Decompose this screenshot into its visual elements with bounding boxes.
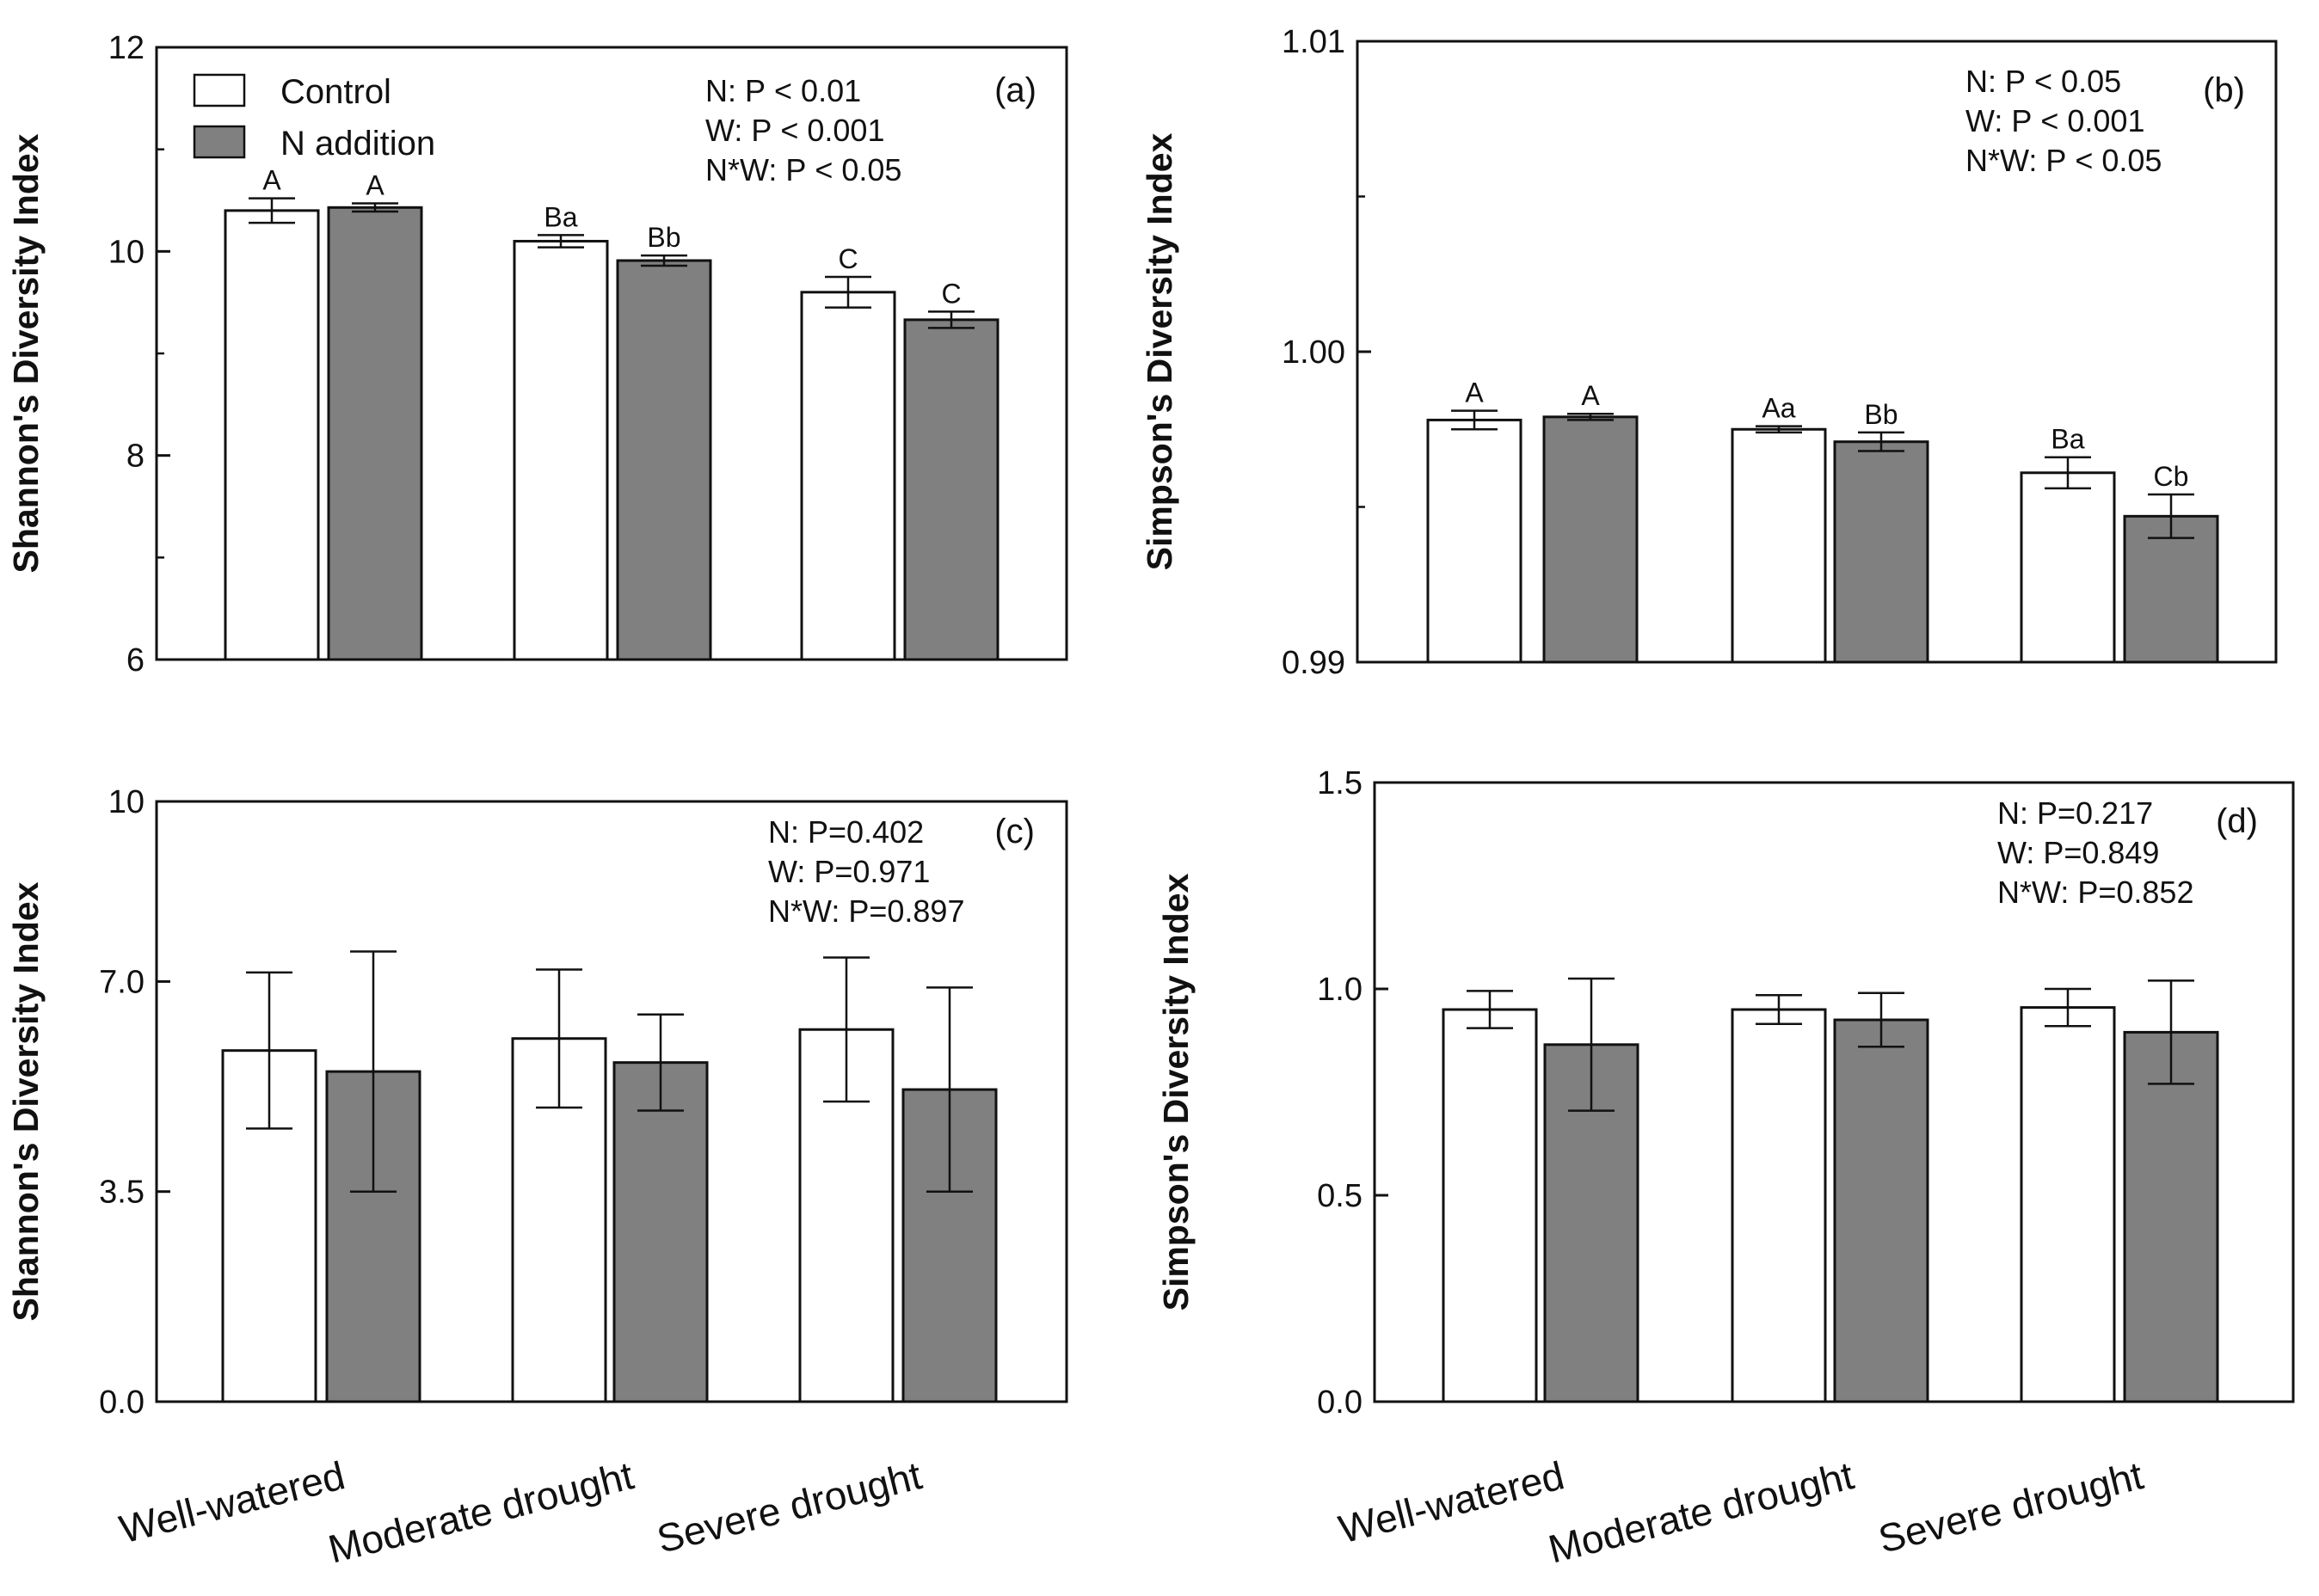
y-axis-title-2: Shannon's Diversity Index	[6, 881, 46, 1321]
bar-n-addition-0	[327, 206, 423, 661]
y-axis-title-0: Shannon's Diversity Index	[6, 133, 46, 573]
stat-line-3-2: N*W: P=0.852	[1997, 875, 2193, 910]
panel-label-2: (c)	[994, 813, 1035, 850]
stat-line-2-1: W: P=0.971	[768, 854, 930, 889]
bar-n-addition-1	[616, 259, 712, 661]
bar-control-2	[800, 291, 896, 661]
stat-line-1-2: N*W: P < 0.05	[1965, 143, 2162, 178]
stat-line-2-0: N: P=0.402	[768, 814, 924, 850]
category-label-2-1: Moderate drought	[323, 1452, 637, 1571]
bar-control-2	[2020, 1006, 2116, 1403]
y-tick-label-0-1: 8	[126, 439, 145, 475]
significance-label-1-2: C	[941, 278, 961, 309]
category-label-3-0: Well-watered	[1334, 1452, 1568, 1551]
bar-control-1	[1731, 427, 1827, 664]
category-label-3-2: Severe drought	[1874, 1452, 2148, 1562]
legend-swatch-1	[193, 125, 246, 159]
stat-line-2-2: N*W: P=0.897	[768, 893, 964, 929]
significance-label-1-0: A	[366, 170, 384, 201]
plot-frame-2	[155, 800, 1068, 1403]
significance-label-0-2: Ba	[2051, 424, 2084, 455]
significance-label-1-0: A	[1581, 380, 1600, 411]
y-tick-label-3-2: 1.0	[1317, 972, 1362, 1008]
y-tick-label-1-0: 0.99	[1282, 645, 1345, 681]
bar-control-1	[513, 239, 609, 661]
bar-n-addition-2	[903, 318, 1000, 661]
significance-label-0-0: A	[1465, 378, 1484, 408]
bar-control-2	[2020, 471, 2116, 664]
bar-control-0	[224, 209, 320, 661]
bar-n-addition-1	[1833, 440, 1929, 664]
panel-label-1: (b)	[2203, 71, 2245, 109]
stat-line-1-0: N: P < 0.05	[1965, 64, 2121, 99]
legend-label-1: N addition	[280, 125, 435, 163]
y-tick-label-2-0: 0.0	[99, 1384, 145, 1421]
category-label-2-0: Well-watered	[115, 1452, 349, 1551]
y-tick-label-0-3: 12	[108, 30, 145, 66]
stat-line-3-1: W: P=0.849	[1997, 835, 2159, 870]
significance-label-0-1: Ba	[544, 201, 577, 232]
panel-label-0: (a)	[994, 71, 1036, 109]
bar-n-addition-1	[612, 1061, 709, 1403]
bar-n-addition-1	[1833, 1018, 1929, 1403]
y-tick-label-3-1: 0.5	[1317, 1178, 1362, 1214]
y-axis-title-3: Simpson's Diversity Index	[1156, 873, 1196, 1311]
y-tick-label-2-2: 7.0	[99, 964, 145, 1000]
bar-n-addition-2	[2123, 1030, 2219, 1403]
stat-line-0-2: N*W: P < 0.05	[705, 152, 901, 187]
y-tick-label-3-3: 1.5	[1317, 765, 1362, 801]
significance-label-0-1: Aa	[1762, 393, 1795, 424]
legend-swatch-0	[193, 73, 246, 107]
y-tick-label-1-2: 1.01	[1282, 24, 1345, 60]
significance-label-0-0: A	[262, 165, 281, 196]
y-tick-label-2-1: 3.5	[99, 1175, 145, 1211]
stat-line-0-1: W: P < 0.001	[705, 113, 884, 148]
category-label-3-1: Moderate drought	[1544, 1452, 1858, 1571]
stat-line-3-0: N: P=0.217	[1997, 795, 2153, 831]
y-axis-title-1: Simpson's Diversity Index	[1140, 132, 1179, 570]
legend-label-0: Control	[280, 73, 391, 111]
y-tick-label-0-0: 6	[126, 642, 145, 678]
bar-control-1	[1731, 1008, 1827, 1403]
bar-control-0	[1426, 418, 1522, 664]
significance-label-1-1: Bb	[1864, 399, 1898, 430]
significance-label-1-2: Cb	[2154, 461, 2189, 492]
category-label-2-2: Severe drought	[653, 1452, 926, 1562]
bar-control-0	[1442, 1008, 1538, 1403]
panel-label-3: (d)	[2216, 802, 2258, 840]
bar-n-addition-0	[1542, 415, 1639, 664]
significance-label-0-2: C	[838, 243, 858, 274]
stat-line-0-0: N: P < 0.01	[705, 73, 861, 108]
y-tick-label-1-1: 1.00	[1282, 335, 1345, 371]
plot-frame-3	[1373, 781, 2295, 1403]
significance-label-1-1: Bb	[647, 222, 680, 253]
y-tick-label-0-2: 10	[108, 234, 145, 270]
stat-line-1-1: W: P < 0.001	[1965, 103, 2144, 138]
y-tick-label-2-3: 10	[108, 784, 145, 820]
y-tick-label-3-0: 0.0	[1317, 1384, 1362, 1421]
